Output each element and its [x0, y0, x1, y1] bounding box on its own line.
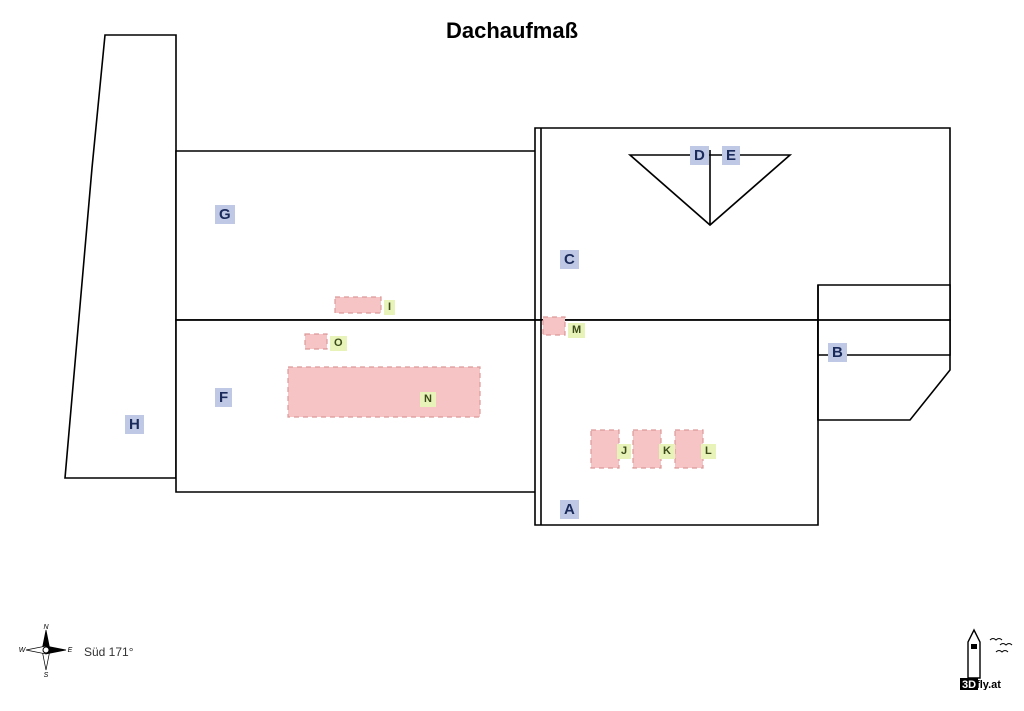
opening-label-O: O	[330, 336, 347, 351]
roof-opening-N	[288, 367, 480, 417]
opening-label-K: K	[659, 444, 675, 459]
section-label-A: A	[560, 500, 579, 519]
opening-label-L: L	[701, 444, 716, 459]
roof-section-H	[65, 35, 176, 478]
roof-section-G	[176, 151, 541, 320]
roof-opening-M	[543, 317, 565, 335]
section-label-D: D	[690, 146, 709, 165]
roof-plan-svg	[0, 0, 1024, 711]
section-label-F: F	[215, 388, 232, 407]
roof-section-A	[535, 320, 818, 525]
compass-icon: N S W E	[18, 622, 74, 678]
section-label-G: G	[215, 205, 235, 224]
direction-text: Süd 171°	[84, 645, 134, 659]
roof-opening-I	[335, 297, 381, 313]
section-label-B: B	[828, 343, 847, 362]
section-label-C: C	[560, 250, 579, 269]
svg-text:S: S	[44, 672, 49, 678]
roof-opening-J	[591, 430, 619, 468]
opening-label-I: I	[384, 300, 395, 315]
opening-label-N: N	[420, 392, 436, 407]
brand-logo: 3Dfly.at	[960, 620, 1015, 690]
svg-text:3Dfly.at: 3Dfly.at	[962, 679, 1001, 690]
roof-opening-K	[633, 430, 661, 468]
roof-opening-L	[675, 430, 703, 468]
svg-text:E: E	[68, 647, 73, 654]
opening-label-M: M	[568, 323, 585, 338]
opening-label-J: J	[617, 444, 631, 459]
svg-text:N: N	[43, 624, 49, 631]
svg-text:W: W	[19, 647, 27, 654]
roof-opening-O	[305, 334, 327, 349]
section-label-H: H	[125, 415, 144, 434]
section-label-E: E	[722, 146, 740, 165]
